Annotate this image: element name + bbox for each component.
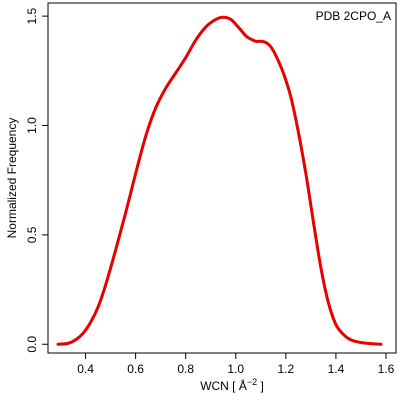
- x-axis: 0.4 0.6 0.8 1.0 1.2 1.4 1.6: [77, 353, 395, 376]
- x-axis-label-superscript: −2: [247, 377, 257, 387]
- y-axis: 0.0 0.5 1.0 1.5: [25, 7, 48, 353]
- x-axis-label-main: WCN [ Å: [200, 378, 247, 393]
- density-curve: [56, 15, 383, 346]
- x-tick-label: 1.4: [328, 362, 345, 376]
- y-tick-label: 0.5: [25, 226, 39, 243]
- x-axis-label: WCN [ Å−2 ]: [200, 377, 264, 393]
- y-tick-label: 1.5: [25, 7, 39, 24]
- x-tick-label: 0.4: [77, 362, 94, 376]
- y-tick-label: 0.0: [25, 336, 39, 353]
- y-tick-label: 1.0: [25, 117, 39, 134]
- chart-annotation: PDB 2CPO_A: [316, 9, 391, 23]
- x-tick-label: 1.2: [277, 362, 294, 376]
- y-axis-label: Normalized Frequency: [5, 118, 19, 239]
- x-tick-label: 1.0: [227, 362, 244, 376]
- x-axis-label-suffix: ]: [257, 379, 264, 393]
- series-layer: [56, 15, 383, 346]
- x-tick-label: 1.6: [378, 362, 395, 376]
- x-tick-label: 0.8: [177, 362, 194, 376]
- x-tick-label: 0.6: [127, 362, 144, 376]
- plot-frame: [47, 2, 397, 354]
